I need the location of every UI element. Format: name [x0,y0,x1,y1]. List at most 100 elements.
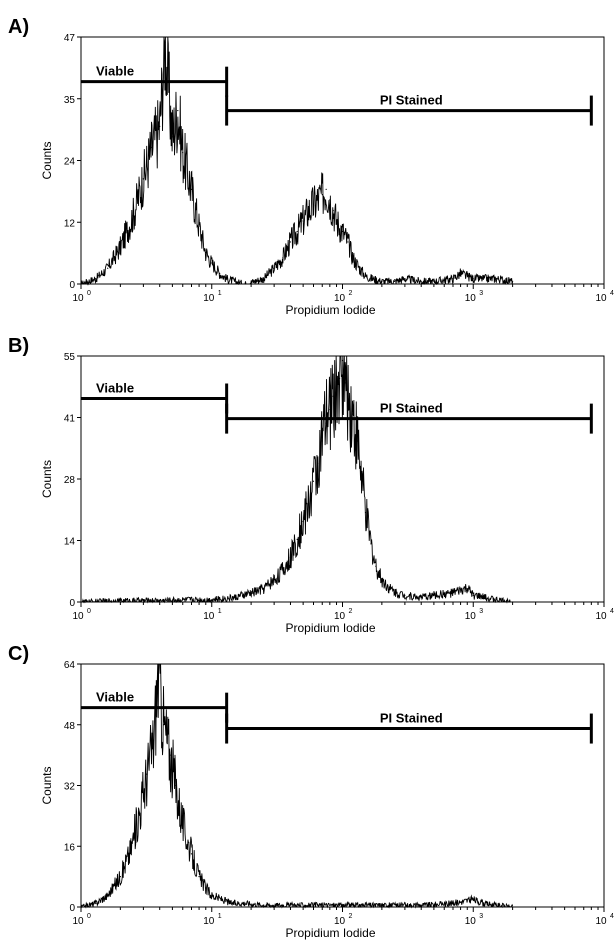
y-tick-label: 55 [64,352,76,363]
data-point [495,278,497,280]
data-point [420,904,422,906]
data-point [190,188,193,190]
x-tick-label: 10 [465,611,477,622]
data-point [205,251,207,254]
data-point [347,395,349,397]
data-point [153,739,155,741]
data-point [119,600,121,602]
y-tick-label: 28 [64,475,76,486]
data-point [329,199,331,201]
data-point [138,811,141,813]
data-point [361,476,363,478]
data-point [512,280,514,282]
y-tick-label: 64 [64,660,76,671]
x-tick-exponent: 2 [349,913,353,920]
x-tick-exponent: 4 [610,608,614,615]
data-point [325,422,327,424]
data-point [347,241,349,243]
y-tick-label: 0 [69,903,75,914]
gate-label: Viable [96,380,134,395]
x-tick-exponent: 3 [479,913,483,920]
data-point [273,267,275,269]
gate-label: PI Stained [380,93,443,108]
y-tick-label: 47 [64,33,76,44]
gate-label: PI Stained [380,711,443,726]
data-point [512,906,514,908]
data-point [472,594,474,596]
data-point [321,194,323,196]
plot-frame [80,663,605,908]
data-point [356,440,358,442]
data-point [338,377,341,379]
data-point [95,278,97,280]
y-tick-label: 35 [64,95,76,106]
data-point [420,596,422,599]
data-point [107,267,109,269]
data-point [472,278,474,280]
data-point [370,543,372,545]
y-axis-label: Counts [40,460,54,498]
data-point [495,599,497,601]
data-point [321,440,323,442]
data-point [364,275,367,277]
y-tick-label: 16 [64,842,76,853]
data-point [341,230,344,233]
gate-label: Viable [96,64,134,79]
x-tick-exponent: 3 [479,290,483,297]
x-tick-exponent: 4 [610,290,614,297]
gate-label: PI Stained [380,401,443,416]
data-point [159,125,161,127]
y-axis-label: Counts [40,766,54,804]
y-tick-label: 0 [69,598,75,609]
data-point [80,601,82,603]
data-point [219,272,221,275]
data-point [289,241,292,243]
data-point [230,902,232,904]
data-point [146,773,148,775]
x-tick-exponent: 0 [87,608,91,615]
data-point [335,386,338,388]
data-point [452,902,454,904]
data-point [358,267,361,269]
data-point [452,278,454,280]
data-point [307,503,310,505]
x-tick-label: 10 [334,611,346,622]
gate-label: Viable [96,690,134,705]
data-point [332,209,334,212]
data-point [389,587,391,590]
data-point [263,587,265,590]
data-point [190,853,193,855]
data-point [263,904,265,906]
data-point [341,359,344,362]
data-point [282,257,284,259]
data-point [211,895,213,897]
data-point [107,895,109,897]
data-point [325,188,327,190]
data-point [329,409,331,411]
data-point [483,902,485,904]
y-tick-label: 48 [64,721,76,732]
data-point [296,538,298,540]
data-point [352,413,354,415]
data-point [495,904,497,906]
histogram-trace [80,663,514,909]
data-point [420,280,422,282]
x-tick-exponent: 1 [218,290,222,297]
histogram-trace [81,355,513,604]
data-point [302,520,304,523]
data-point [289,904,292,906]
data-point [182,152,184,154]
data-point [169,754,171,756]
x-tick-exponent: 2 [349,608,353,615]
panel-label: C) [8,643,29,665]
data-point [164,41,166,43]
x-tick-label: 10 [595,916,607,927]
data-point [198,876,200,878]
x-tick-exponent: 4 [610,913,614,920]
data-point [372,278,374,280]
data-point [163,724,165,726]
data-point [151,146,153,148]
data-point [404,594,406,596]
